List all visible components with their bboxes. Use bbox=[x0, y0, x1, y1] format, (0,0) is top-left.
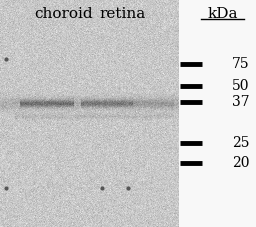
Text: 75: 75 bbox=[232, 57, 249, 71]
Text: 37: 37 bbox=[232, 95, 249, 109]
Text: kDa: kDa bbox=[207, 7, 238, 21]
Text: 50: 50 bbox=[232, 79, 249, 93]
Text: 20: 20 bbox=[232, 156, 249, 170]
Text: choroid: choroid bbox=[35, 7, 93, 21]
Text: retina: retina bbox=[100, 7, 146, 21]
Text: 25: 25 bbox=[232, 136, 249, 150]
